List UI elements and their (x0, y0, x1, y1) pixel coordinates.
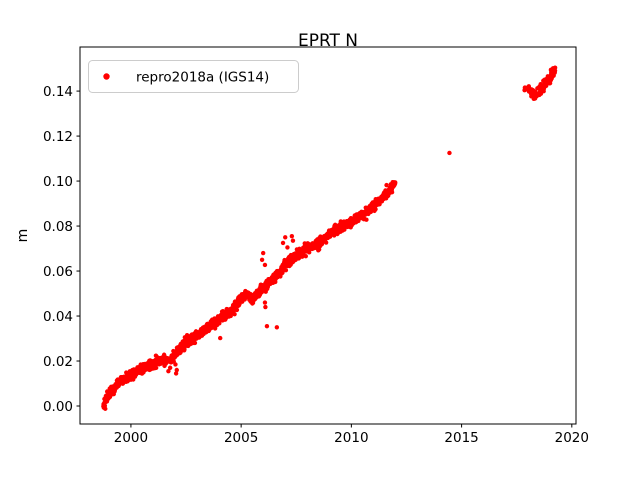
scatter-point (260, 250, 266, 256)
x-tick-label: 2000 (114, 430, 148, 446)
scatter-point (280, 270, 285, 275)
scatter-point (262, 262, 268, 268)
scatter-point (526, 87, 532, 92)
scatter-point (290, 238, 296, 243)
scatter-point (393, 180, 398, 185)
scatter-point (528, 91, 534, 97)
scatter-point (283, 235, 288, 240)
scatter-point (232, 312, 237, 317)
scatter-point (289, 233, 295, 239)
scatter-point (263, 304, 268, 310)
scatter-point (264, 323, 270, 329)
scatter-point (539, 86, 545, 92)
scatter-point (316, 247, 322, 252)
scatter-point (364, 217, 369, 222)
x-tick-label: 2020 (555, 430, 589, 446)
scatter-point (389, 190, 395, 195)
scatter-point (274, 325, 280, 330)
scatter-point (283, 268, 289, 273)
x-tick-label: 2015 (444, 430, 478, 446)
chart-title: EPRT N (298, 31, 358, 51)
legend-label: repro2018a (IGS14) (136, 70, 269, 86)
scatter-point (547, 80, 553, 86)
scatter-point (234, 307, 240, 313)
legend: repro2018a (IGS14) (88, 60, 299, 93)
x-tick-label: 2010 (334, 430, 368, 446)
y-tick-label: 0.04 (43, 309, 73, 325)
scatter-point (192, 340, 198, 346)
scatter-point (217, 321, 222, 326)
scatter-point (174, 367, 179, 373)
y-tick-label: 0.10 (43, 174, 73, 190)
scatter-point (373, 207, 378, 212)
axis-ticks: 2000 2005 2010 2015 2020 0.00 0.02 0.04 0.06 0.08… (43, 84, 589, 446)
scatter-point (166, 368, 171, 374)
scatter-point (447, 150, 452, 156)
scatter-point (541, 78, 547, 83)
y-tick-label: 0.02 (43, 354, 73, 370)
scatter-point (303, 253, 308, 259)
y-axis-label: m (15, 229, 31, 243)
scatter-point (548, 75, 553, 81)
legend-marker-icon (103, 73, 110, 80)
legend-box (88, 60, 299, 93)
scatter-point (323, 240, 329, 245)
scatter-point (173, 362, 178, 367)
scatter-point (542, 82, 548, 88)
scatter-point (167, 365, 173, 370)
scatter-point (384, 182, 389, 188)
y-tick-label: 0.12 (43, 129, 73, 145)
scatter-point (306, 250, 312, 255)
scatter-point (285, 245, 290, 250)
scatter-series (101, 65, 558, 411)
scatter-point (103, 406, 108, 411)
scatter-point (280, 240, 286, 246)
scatter-point (262, 300, 268, 305)
scatter-point (218, 335, 223, 341)
scatter-point (212, 326, 218, 331)
y-tick-label: 0.06 (43, 264, 73, 280)
y-tick-label: 0.08 (43, 219, 73, 235)
x-tick-label: 2005 (224, 430, 258, 446)
y-tick-label: 0.00 (43, 399, 73, 415)
scatter-point (259, 257, 265, 262)
axes-frame (79, 46, 577, 425)
y-tick-label: 0.14 (43, 84, 73, 100)
scatter-point (173, 371, 179, 376)
scatter-point (153, 365, 159, 371)
scatter-point (534, 94, 539, 99)
scatter-point (228, 313, 233, 319)
